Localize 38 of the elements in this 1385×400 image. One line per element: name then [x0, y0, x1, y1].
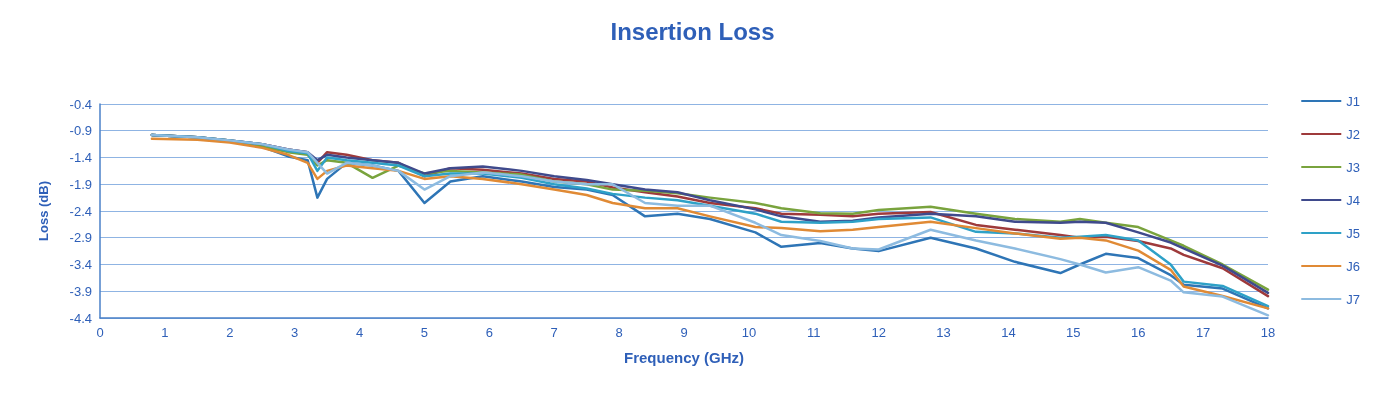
legend-label: J6 [1346, 258, 1360, 274]
x-tick-label: 12 [871, 325, 886, 340]
x-tick-label: 1 [161, 325, 169, 340]
x-tick-label: 6 [485, 325, 493, 340]
chart-title: Insertion Loss [610, 17, 775, 45]
x-tick-label: 10 [741, 325, 757, 340]
x-tick-label: 13 [936, 325, 951, 340]
x-tick-label: 7 [550, 325, 558, 340]
legend-label: J3 [1346, 159, 1360, 175]
y-tick-label: -0.4 [69, 96, 92, 112]
x-tick-label: 5 [420, 325, 429, 340]
legend-label: J7 [1346, 291, 1360, 307]
y-tick-label: -1.4 [69, 150, 92, 165]
x-tick-label: 16 [1130, 325, 1146, 340]
y-tick-label: -2.9 [69, 230, 92, 246]
x-tick-label: 15 [1066, 325, 1081, 340]
x-tick-label: 2 [226, 325, 234, 340]
x-axis-title: Frequency (GHz) [623, 349, 745, 366]
legend-label: J5 [1346, 225, 1360, 241]
y-tick-label: -3.9 [69, 283, 92, 299]
legend-label: J2 [1346, 126, 1360, 142]
legend-label: J4 [1346, 192, 1360, 208]
y-tick-label: -4.4 [69, 310, 92, 326]
y-tick-label: -1.9 [69, 176, 92, 192]
x-tick-label: 17 [1195, 325, 1211, 340]
x-tick-label: 3 [291, 325, 299, 340]
x-tick-label: 14 [1001, 325, 1016, 340]
x-tick-label: 9 [680, 325, 688, 340]
x-tick-label: 11 [807, 325, 821, 340]
legend-label: J1 [1346, 93, 1360, 109]
y-tick-label: -2.4 [69, 203, 92, 219]
x-tick-label: 4 [355, 325, 364, 340]
y-tick-label: -0.9 [69, 123, 92, 139]
x-tick-label: 0 [96, 325, 104, 340]
y-tick-label: -3.4 [69, 257, 92, 272]
y-axis-title: Loss (dB) [36, 181, 51, 241]
x-tick-label: 8 [615, 325, 623, 340]
x-tick-label: 18 [1260, 325, 1276, 340]
